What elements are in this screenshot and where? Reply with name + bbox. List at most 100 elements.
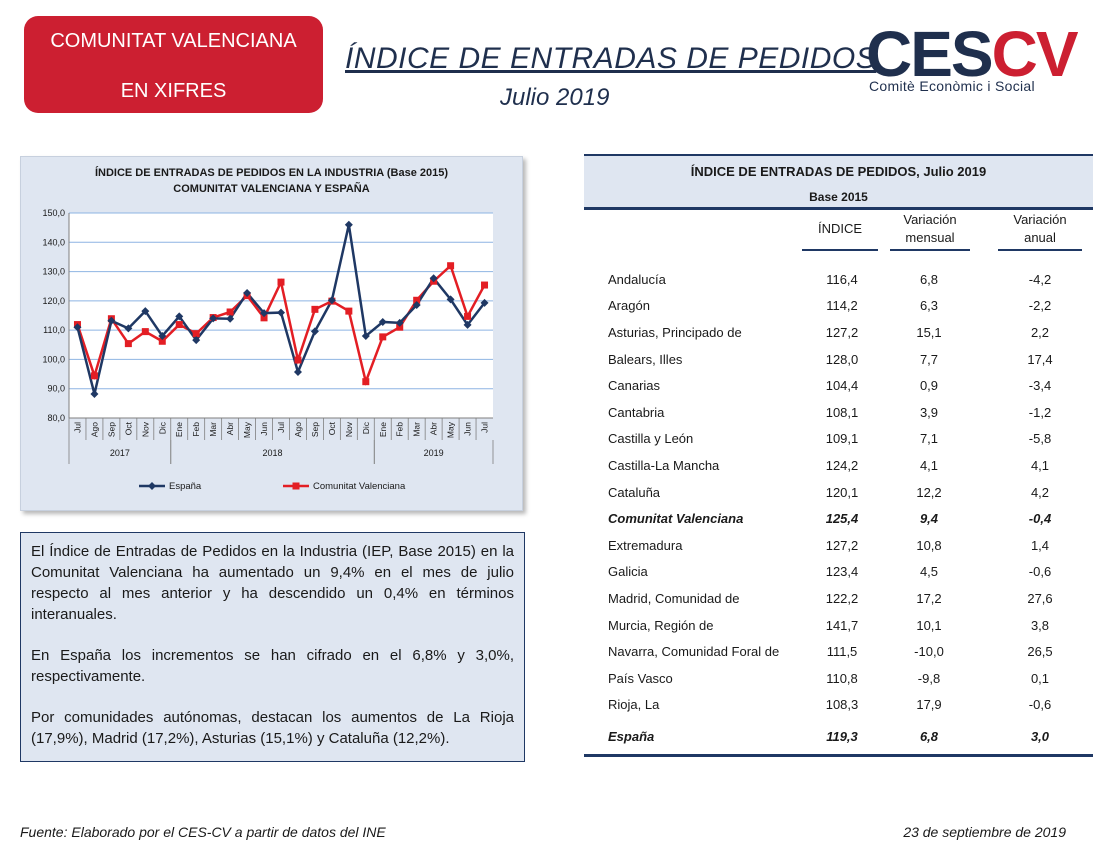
data-point: [226, 308, 234, 316]
row-mensual: 7,7: [919, 352, 939, 367]
badge-line-2: EN XIFRES: [120, 80, 227, 102]
x-tick-label: Ene: [378, 422, 388, 437]
row-mensual: 10,8: [916, 538, 942, 553]
table-header-rule: [584, 207, 1093, 210]
data-point: [90, 372, 98, 380]
row-indice: 127,2: [825, 325, 859, 340]
row-indice: 109,1: [825, 431, 859, 446]
row-mensual: -10,0: [914, 644, 944, 659]
footer-date: 23 de septiembre de 2019: [903, 824, 1066, 840]
row-name: Canarias: [608, 378, 661, 393]
table-bottom-rule: [584, 754, 1093, 757]
row-indice: 104,4: [825, 378, 859, 393]
x-tick-label: Jun: [259, 422, 269, 436]
row-anual: -0,4: [1028, 511, 1052, 526]
row-name: España: [608, 729, 655, 744]
table-row: País Vasco 110,8 -9,8 0,1: [584, 671, 1093, 693]
row-mensual: 17,2: [916, 591, 942, 606]
row-mensual: 15,1: [916, 325, 942, 340]
row-name: País Vasco: [608, 671, 673, 686]
data-point: [395, 318, 404, 327]
legend-label: Comunitat Valenciana: [313, 481, 406, 492]
table-row: Andalucía 116,4 6,8 -4,2: [584, 272, 1093, 294]
x-tick-label: Sep: [106, 422, 116, 437]
row-indice: 119,3: [826, 729, 858, 744]
table-row: Comunitat Valenciana 125,4 9,4 -0,4: [584, 511, 1093, 533]
region-badge: COMUNITAT VALENCIANA EN XIFRES: [24, 16, 323, 113]
data-point: [192, 336, 201, 345]
badge-line-1: COMUNITAT VALENCIANA: [50, 30, 297, 52]
row-anual: 2,2: [1030, 325, 1050, 340]
year-label: 2019: [424, 448, 444, 458]
data-point: [192, 330, 200, 338]
data-point: [277, 308, 285, 317]
row-mensual: -9,8: [917, 671, 941, 686]
y-tick-label: 110,0: [43, 325, 65, 335]
x-tick-label: Sep: [310, 422, 320, 437]
row-name: Cataluña: [608, 485, 661, 500]
data-point: [446, 295, 455, 304]
x-tick-label: Ene: [174, 422, 184, 437]
row-mensual: 6,8: [919, 272, 939, 287]
row-mensual: 6,8: [919, 729, 939, 744]
x-tick-label: Dic: [361, 421, 371, 434]
data-point: [73, 323, 82, 332]
data-point: [463, 320, 472, 329]
x-tick-label: Mar: [412, 422, 422, 437]
x-tick-label: Jul: [480, 422, 490, 433]
year-label: 2017: [110, 448, 130, 458]
x-tick-label: Feb: [191, 422, 201, 437]
row-indice: 123,4: [825, 564, 859, 579]
col-header-underline: [998, 249, 1082, 251]
row-anual: -1,2: [1028, 405, 1052, 420]
data-point: [447, 262, 455, 270]
row-indice: 122,2: [825, 591, 859, 606]
data-point: [141, 328, 149, 336]
row-mensual: 3,9: [919, 405, 939, 420]
table-row: Extremadura 127,2 10,8 1,4: [584, 538, 1093, 560]
data-table: ÍNDICE DE ENTRADAS DE PEDIDOS, Julio 201…: [584, 154, 1093, 758]
row-name: Murcia, Región de: [608, 618, 714, 633]
y-tick-label: 100,0: [42, 354, 65, 364]
logo-wordmark: CESCV: [866, 22, 1078, 90]
data-point: [344, 220, 353, 229]
data-point: [327, 296, 336, 305]
y-tick-label: 90,0: [47, 384, 65, 394]
row-indice: 120,1: [825, 485, 859, 500]
table-row: Castilla y León 109,1 7,1 -5,8: [584, 431, 1093, 453]
summary-text: El Índice de Entradas de Pedidos en la I…: [20, 532, 525, 762]
row-name: Andalucía: [608, 272, 666, 287]
y-tick-label: 140,0: [42, 237, 65, 247]
row-anual: -0,6: [1028, 697, 1052, 712]
legend-marker: [148, 482, 156, 490]
data-point: [429, 274, 438, 283]
page-title: ÍNDICE DE ENTRADAS DE PEDIDOS: [345, 42, 877, 75]
table-row: Castilla-La Mancha 124,2 4,1 4,1: [584, 458, 1093, 480]
y-tick-label: 150,0: [42, 208, 65, 218]
x-tick-label: Oct: [123, 421, 133, 435]
x-tick-label: Mar: [208, 422, 218, 437]
data-point: [378, 317, 387, 326]
x-tick-label: Jul: [72, 422, 82, 433]
data-point: [396, 323, 404, 331]
x-tick-label: Abr: [225, 422, 235, 435]
data-point: [277, 278, 285, 286]
footer-source: Fuente: Elaborado por el CES-CV a partir…: [20, 824, 386, 840]
x-tick-label: Feb: [395, 422, 405, 437]
row-name: Castilla y León: [608, 431, 694, 446]
row-anual: 4,1: [1030, 458, 1050, 473]
legend-label: España: [169, 481, 202, 492]
row-mensual: 4,1: [919, 458, 939, 473]
x-tick-label: Ago: [89, 422, 99, 437]
row-indice: 125,4: [825, 511, 859, 526]
year-label: 2018: [263, 448, 283, 458]
summary-paragraph-2: En España los incrementos se han cifrado…: [31, 647, 514, 685]
y-tick-label: 120,0: [42, 296, 65, 306]
row-indice: 116,4: [826, 272, 858, 287]
row-mensual: 10,1: [916, 618, 942, 633]
row-name: Balears, Illes: [608, 352, 683, 367]
page-subtitle: Julio 2019: [500, 84, 610, 111]
col-header-indice: ÍNDICE: [802, 220, 878, 251]
row-indice: 141,7: [825, 618, 859, 633]
legend-marker: [292, 482, 300, 490]
